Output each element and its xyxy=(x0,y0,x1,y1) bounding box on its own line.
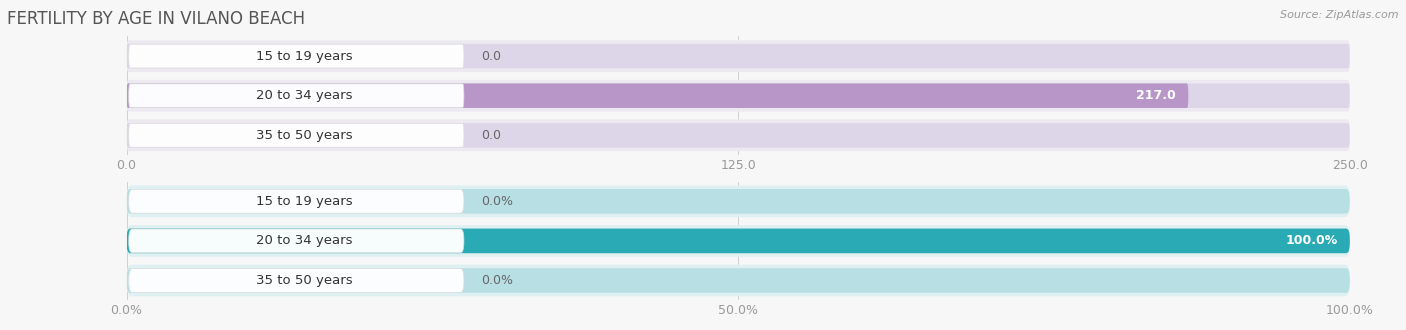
FancyBboxPatch shape xyxy=(127,119,1350,151)
FancyBboxPatch shape xyxy=(127,265,1350,296)
FancyBboxPatch shape xyxy=(129,269,464,292)
FancyBboxPatch shape xyxy=(127,83,1350,108)
FancyBboxPatch shape xyxy=(127,225,1350,257)
Text: FERTILITY BY AGE IN VILANO BEACH: FERTILITY BY AGE IN VILANO BEACH xyxy=(7,10,305,28)
Text: 0.0: 0.0 xyxy=(481,129,502,142)
FancyBboxPatch shape xyxy=(129,44,464,68)
FancyBboxPatch shape xyxy=(127,80,1350,112)
Text: 0.0%: 0.0% xyxy=(481,274,513,287)
Text: 217.0: 217.0 xyxy=(1136,89,1175,102)
Text: 35 to 50 years: 35 to 50 years xyxy=(256,129,353,142)
FancyBboxPatch shape xyxy=(129,229,464,253)
Text: 15 to 19 years: 15 to 19 years xyxy=(256,195,353,208)
Text: 100.0%: 100.0% xyxy=(1285,234,1337,248)
Text: 20 to 34 years: 20 to 34 years xyxy=(256,89,353,102)
FancyBboxPatch shape xyxy=(127,123,1350,148)
FancyBboxPatch shape xyxy=(127,44,1350,68)
FancyBboxPatch shape xyxy=(127,268,1350,293)
Text: 15 to 19 years: 15 to 19 years xyxy=(256,50,353,63)
FancyBboxPatch shape xyxy=(127,40,1350,72)
FancyBboxPatch shape xyxy=(127,83,1188,108)
Text: 0.0%: 0.0% xyxy=(481,195,513,208)
Text: Source: ZipAtlas.com: Source: ZipAtlas.com xyxy=(1281,10,1399,20)
FancyBboxPatch shape xyxy=(127,189,1350,214)
Text: 0.0: 0.0 xyxy=(481,50,502,63)
FancyBboxPatch shape xyxy=(127,229,1350,253)
FancyBboxPatch shape xyxy=(127,185,1350,217)
Text: 35 to 50 years: 35 to 50 years xyxy=(256,274,353,287)
FancyBboxPatch shape xyxy=(129,123,464,147)
FancyBboxPatch shape xyxy=(127,229,1350,253)
Text: 20 to 34 years: 20 to 34 years xyxy=(256,234,353,248)
FancyBboxPatch shape xyxy=(129,189,464,213)
FancyBboxPatch shape xyxy=(129,84,464,108)
